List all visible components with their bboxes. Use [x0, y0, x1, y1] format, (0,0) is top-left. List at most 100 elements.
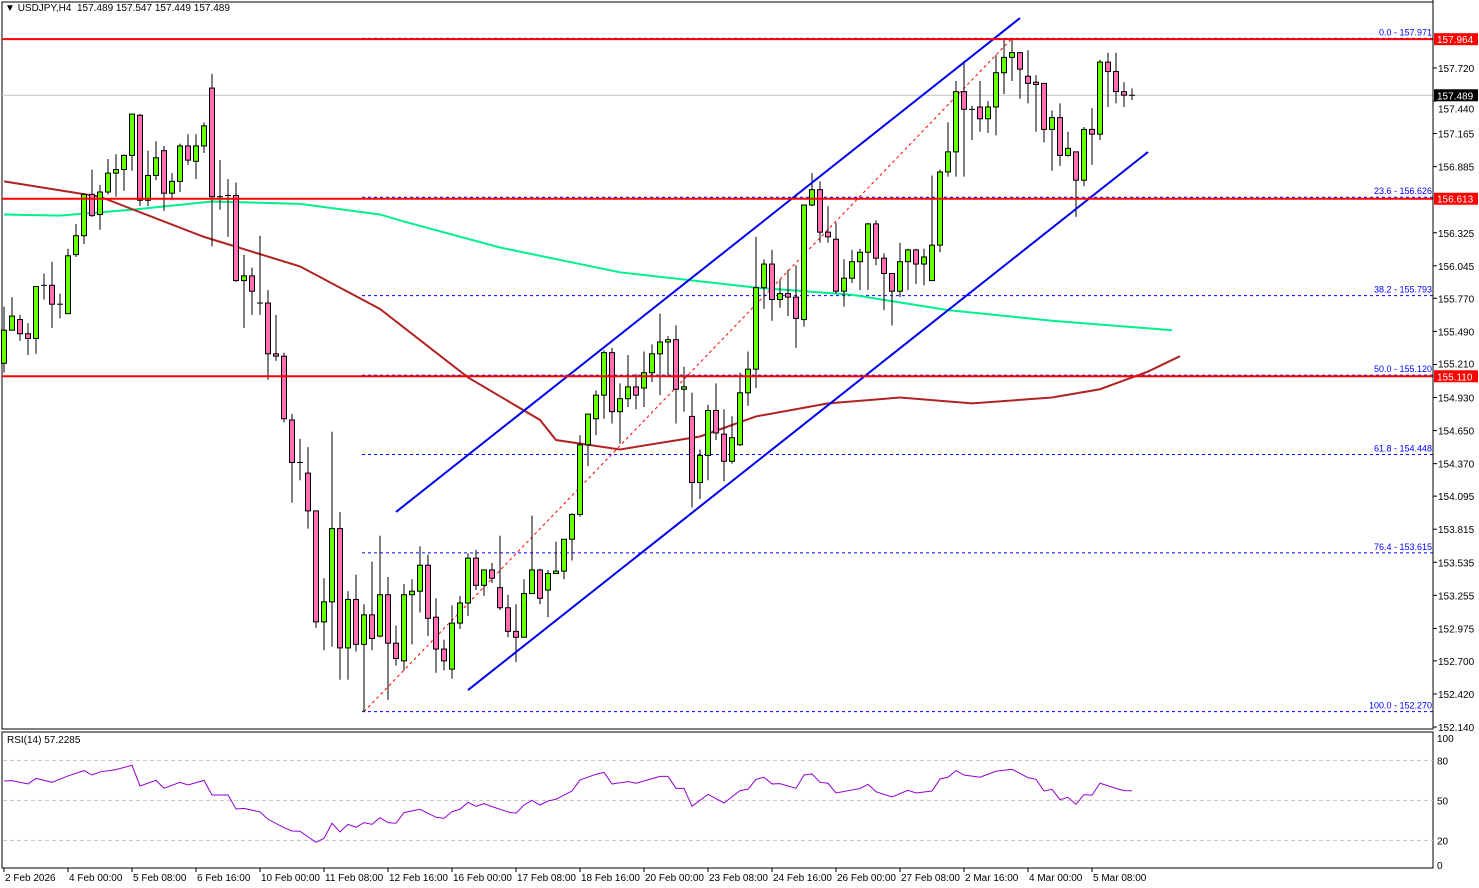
triangle-down-icon[interactable]: ▼	[5, 3, 18, 14]
candle-bear	[369, 614, 375, 639]
candle-bull	[705, 410, 711, 456]
candle-bull	[841, 277, 847, 292]
candle-bull	[777, 293, 783, 300]
candle-bear	[961, 91, 967, 110]
price-tick-label: 153.255	[1438, 591, 1475, 602]
time-tick-label: 5 Feb 08:00	[133, 873, 187, 884]
rsi-tick-label: 80	[1437, 756, 1449, 767]
price-tick-label: 157.720	[1438, 64, 1475, 75]
candle-bear	[673, 339, 679, 390]
candle-bear	[881, 257, 887, 275]
candle-bull	[681, 386, 687, 390]
price-tick-label: 153.815	[1438, 525, 1475, 536]
candle-bull	[129, 113, 135, 156]
chart-header: ▼ USDJPY,H4 157.489 157.547 157.449 157.…	[5, 3, 230, 14]
candle-bull	[641, 372, 647, 389]
candle-bear	[1017, 52, 1023, 70]
time-tick-label: 4 Feb 00:00	[69, 873, 123, 884]
candle-bull	[97, 191, 103, 215]
candle-bull	[545, 572, 551, 591]
candle-bull	[569, 513, 575, 540]
candle-bull	[745, 368, 751, 394]
candle-bull	[761, 263, 767, 289]
candle-bull	[73, 235, 79, 256]
candle-bull	[33, 285, 39, 339]
candle-bear	[513, 630, 519, 638]
candle-bear	[785, 293, 791, 298]
rsi-line	[3, 764, 1133, 843]
candle-bull	[361, 614, 367, 645]
level-price-badge	[1434, 192, 1478, 205]
candle-bull	[105, 172, 111, 193]
candle-bull	[1081, 128, 1087, 181]
candle-bull	[169, 180, 175, 194]
candle-bear	[1041, 82, 1047, 130]
candle-bear	[161, 150, 167, 194]
candle-bull	[449, 622, 455, 670]
candle-bear	[433, 616, 439, 650]
candle-bull	[929, 244, 935, 282]
candle-bull	[201, 125, 207, 147]
candle-bull	[897, 261, 903, 292]
candle-bull	[601, 352, 607, 396]
fib-level-label: 61.8 - 154.448	[1374, 443, 1432, 453]
candle-bull	[409, 590, 415, 596]
candle-bear	[1033, 81, 1039, 86]
fib-level-label: 23.6 - 156.626	[1374, 186, 1432, 196]
candle-bear	[1025, 75, 1031, 84]
price-tick-label: 154.370	[1438, 460, 1475, 471]
candle-bear	[385, 594, 391, 644]
candle-bear	[1105, 61, 1111, 73]
price-tick-label: 155.490	[1438, 327, 1475, 338]
candle-bear	[249, 275, 255, 292]
time-tick-label: 24 Feb 16:00	[773, 873, 832, 884]
candle-bull	[1049, 117, 1055, 130]
candle-bear	[337, 528, 343, 649]
candle-bear	[209, 87, 215, 198]
price-tick-label: 155.210	[1438, 359, 1475, 370]
main-panel-frame	[1, 1, 1434, 730]
level-price-badge	[1434, 370, 1478, 383]
fib-level-label: 0.0 - 157.971	[1379, 27, 1432, 37]
candle-bull	[985, 106, 991, 120]
candle-bull	[1097, 61, 1103, 135]
level-price-label: 155.110	[1437, 372, 1473, 383]
candle-bear	[393, 642, 399, 660]
candle-bull	[577, 444, 583, 515]
rsi-tick-label: 50	[1437, 796, 1449, 807]
candle-bull	[1009, 52, 1015, 58]
time-tick-label: 18 Feb 16:00	[581, 873, 640, 884]
price-tick-label: 152.975	[1438, 624, 1475, 635]
candle-bear	[1113, 71, 1119, 93]
candle-bull	[153, 157, 159, 176]
candle-bear	[1057, 117, 1063, 156]
candle-bull	[937, 171, 943, 246]
price-tick-label: 152.420	[1438, 690, 1475, 701]
candle-bear	[913, 249, 919, 265]
candle-bear	[889, 273, 895, 292]
price-tick-label: 155.770	[1438, 294, 1475, 305]
candle-bull	[801, 204, 807, 321]
candle-bull	[241, 275, 247, 282]
rsi-tick-label: 100	[1437, 734, 1454, 745]
rsi-tick-label: 0	[1437, 861, 1443, 872]
fib-level-label: 100.0 - 152.270	[1369, 701, 1432, 711]
time-tick-label: 2 Feb 2026	[5, 873, 56, 884]
candle-bear	[273, 353, 279, 357]
candle-bull	[457, 602, 463, 624]
candle-bear	[1089, 128, 1095, 135]
candle-bear	[137, 114, 143, 201]
candle-bear	[233, 195, 239, 282]
candle-bull	[617, 398, 623, 413]
candle-bull	[9, 315, 15, 331]
candle-bull	[193, 145, 199, 162]
candle-bear	[473, 557, 479, 586]
symbol-label: USDJPY,H4	[17, 3, 72, 14]
candle-bull	[665, 339, 671, 343]
time-tick-label: 5 Mar 08:00	[1093, 873, 1147, 884]
candle-bear	[89, 193, 95, 217]
candle-bear	[769, 263, 775, 300]
candle-bear	[489, 569, 495, 579]
candle-bear	[497, 587, 503, 609]
